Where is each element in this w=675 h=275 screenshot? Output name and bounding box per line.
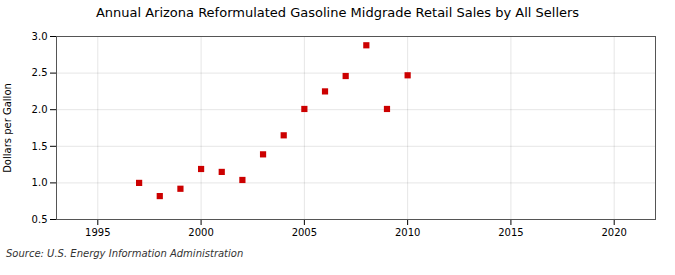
html-text:Source: U.S. Energy Informatio: Source: U.S. Energy Information Administ…	[6, 248, 244, 259]
svg-text:3.0: 3.0	[32, 31, 48, 42]
svg-text:1.0: 1.0	[32, 177, 48, 188]
svg-text:2000: 2000	[188, 227, 213, 238]
svg-text:2020: 2020	[601, 227, 626, 238]
svg-text:2.5: 2.5	[32, 67, 48, 78]
svg-text:2015: 2015	[498, 227, 523, 238]
svg-text:2010: 2010	[395, 227, 420, 238]
svg-text:2.0: 2.0	[32, 104, 48, 115]
svg-text:0.5: 0.5	[32, 214, 48, 225]
svg-text:1.5: 1.5	[32, 141, 48, 152]
html-text:Annual Arizona Reformulated Ga: Annual Arizona Reformulated Gasoline Mid…	[95, 5, 580, 20]
svg-text:2005: 2005	[292, 227, 317, 238]
svg-text:Dollars per Gallon: Dollars per Gallon	[2, 83, 13, 173]
svg-text:1995: 1995	[85, 227, 110, 238]
